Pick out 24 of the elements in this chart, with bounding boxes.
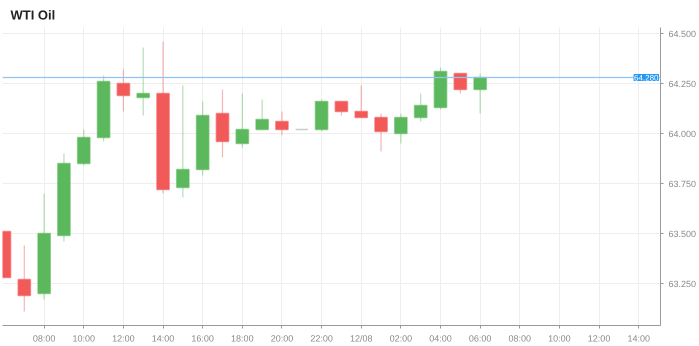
x-tick-label: 18:00 [231, 334, 254, 344]
y-tick-label: 63.250 [668, 279, 696, 289]
x-tick-label: 02:00 [390, 334, 412, 344]
x-tick-label: 10:00 [72, 334, 96, 344]
x-tick-label: 14:00 [152, 334, 174, 344]
y-tick-label: 64.250 [668, 79, 696, 89]
chart-title: WTI Oil [10, 8, 56, 22]
x-tick-label: 22:00 [310, 334, 333, 344]
x-tick-label: 12/08 [350, 334, 372, 344]
x-tick-label: 06:00 [468, 334, 492, 344]
x-tick-label: 16:00 [191, 334, 214, 344]
y-tick-label: 64.500 [668, 29, 696, 39]
x-tick-label: 14:00 [627, 334, 650, 344]
x-tick-label: 08:00 [32, 334, 56, 344]
ref-line-label: 64.280 [634, 74, 660, 82]
x-tick-label: 10:00 [548, 334, 571, 344]
x-tick-label: 20:00 [270, 334, 294, 344]
y-tick-label: 63.500 [668, 229, 696, 239]
x-tick-label: 08:00 [508, 334, 532, 344]
y-tick-label: 64.000 [668, 129, 696, 139]
x-tick-label: 12:00 [588, 334, 610, 344]
x-tick-label: 04:00 [429, 334, 452, 344]
x-tick-label: 12:00 [112, 334, 135, 344]
y-tick-label: 63.750 [668, 179, 696, 189]
